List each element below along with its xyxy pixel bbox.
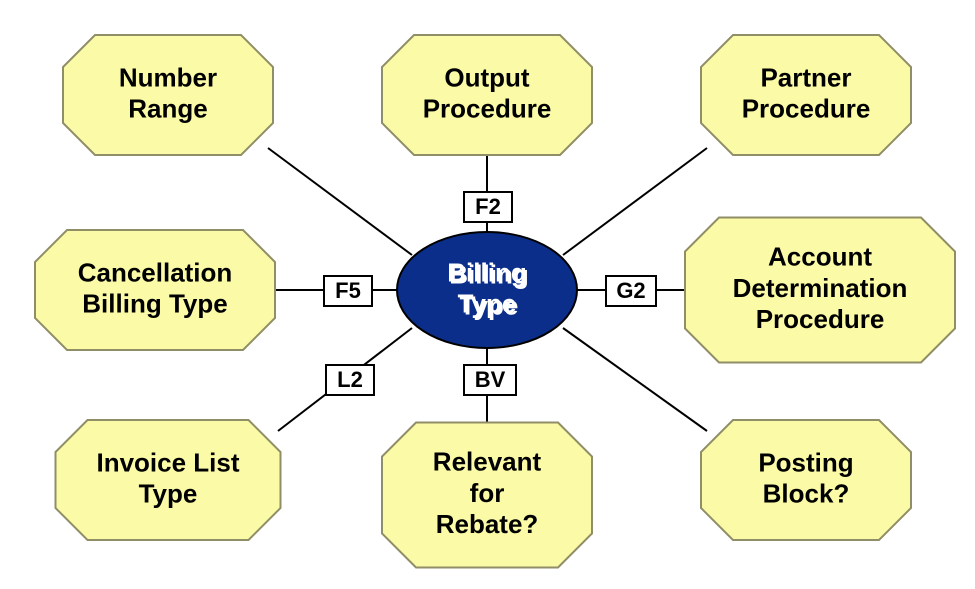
center-label-line0: Billing [447, 257, 526, 287]
edge-label-text-e-account-det: G2 [616, 278, 645, 303]
node-label-account-determination-line0: Account [768, 242, 872, 272]
edge-label-text-e-relevant-rebate: BV [475, 367, 506, 392]
node-label-partner-procedure-line0: Partner [760, 62, 851, 92]
node-label-invoice-list-type-line0: Invoice List [96, 447, 239, 477]
node-invoice-list-type: Invoice ListType [56, 420, 281, 540]
edge-label-text-e-invoice-list: L2 [337, 367, 363, 392]
node-label-posting-block-line0: Posting [758, 447, 853, 477]
node-posting-block: PostingBlock? [701, 420, 911, 540]
node-label-relevant-for-rebate-line1: for [470, 478, 505, 508]
node-label-relevant-for-rebate-line0: Relevant [433, 447, 542, 477]
node-relevant-for-rebate: RelevantforRebate? [382, 423, 592, 568]
node-label-partner-procedure-line1: Procedure [742, 93, 871, 123]
node-label-number-range-line0: Number [119, 62, 217, 92]
node-label-account-determination-line1: Determination [733, 273, 908, 303]
node-label-account-determination-line2: Procedure [756, 304, 885, 334]
edge-label-text-e-output-procedure: F2 [475, 194, 501, 219]
node-label-cancellation-billing-type-line1: Billing Type [82, 288, 227, 318]
node-label-output-procedure-line1: Procedure [423, 93, 552, 123]
edge-label-e-output-procedure: F2 [464, 192, 512, 222]
edge-e-number-range [268, 148, 412, 255]
center-label-line1: Type [458, 288, 517, 318]
node-cancellation-billing-type: CancellationBilling Type [35, 230, 275, 350]
node-label-output-procedure-line0: Output [444, 62, 530, 92]
center-node: BillingBillingTypeType [397, 232, 577, 348]
edge-label-e-invoice-list: L2 [326, 365, 374, 395]
node-number-range: NumberRange [63, 35, 273, 155]
node-partner-procedure: PartnerProcedure [701, 35, 911, 155]
node-label-invoice-list-type-line1: Type [139, 478, 198, 508]
edge-label-e-cancellation: F5 [324, 276, 372, 306]
node-label-number-range-line1: Range [128, 93, 207, 123]
node-label-cancellation-billing-type-line0: Cancellation [78, 257, 233, 287]
node-label-posting-block-line1: Block? [763, 478, 850, 508]
edge-e-posting-block [563, 328, 707, 431]
edge-label-e-relevant-rebate: BV [464, 365, 516, 395]
edge-label-text-e-cancellation: F5 [335, 278, 361, 303]
node-label-relevant-for-rebate-line2: Rebate? [436, 509, 539, 539]
billing-type-diagram: NumberRangeOutputProcedurePartnerProcedu… [0, 0, 975, 589]
node-account-determination: AccountDeterminationProcedure [685, 218, 955, 363]
edge-e-partner-procedure [563, 148, 707, 255]
center-layer: BillingBillingTypeType [397, 232, 577, 348]
node-output-procedure: OutputProcedure [382, 35, 592, 155]
edge-label-e-account-det: G2 [606, 276, 656, 306]
